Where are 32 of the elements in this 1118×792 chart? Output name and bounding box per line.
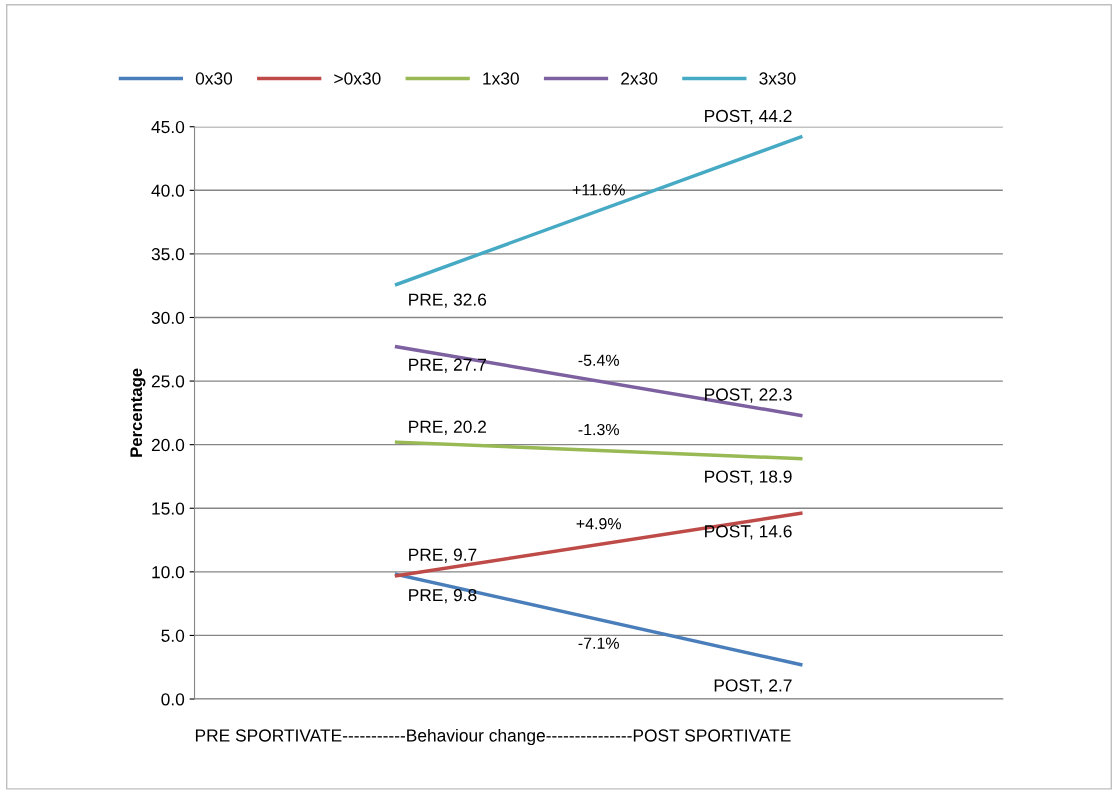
data-label: PRE, 9.7 (409, 548, 477, 563)
annotation: -5.4% (578, 354, 619, 366)
y-tick-label: 10.0 (152, 566, 185, 579)
y-tick-label: 35.0 (151, 248, 185, 261)
data-label: PRE, 9.8 (409, 588, 477, 604)
y-tick-label: 0.0 (161, 693, 185, 706)
x-axis-title: PRE SPORTIVATE-----------Behaviour change---------------POST SPORTIVATE (195, 728, 791, 746)
y-tick-label: 5.0 (161, 629, 185, 642)
data-label: POST, 14.6 (705, 525, 792, 540)
data-label: PRE, 27.7 (409, 358, 486, 373)
legend-label: 2x30 (621, 72, 658, 85)
y-tick-label: 15.0 (152, 502, 185, 515)
legend-label: >0x30 (334, 72, 381, 85)
data-label: POST, 18.9 (705, 470, 792, 485)
data-label: PRE, 32.6 (409, 293, 487, 308)
data-label: PRE, 20.2 (409, 420, 486, 435)
y-tick-label: 45.0 (151, 120, 185, 134)
y-axis-title: Percentage (130, 368, 146, 457)
data-label: POST, 2.7 (714, 679, 792, 694)
data-label: POST, 22.3 (705, 388, 792, 403)
annotation: -7.1% (578, 637, 619, 649)
y-tick-label: 30.0 (151, 311, 185, 324)
data-label: POST, 44.2 (705, 109, 792, 125)
annotation: +11.6% (572, 184, 625, 196)
y-tick-label: 20.0 (151, 438, 185, 452)
annotation: +4.9% (576, 518, 621, 530)
legend-label: 1x30 (483, 72, 519, 85)
y-tick-label: 25.0 (151, 375, 185, 388)
legend-label: 3x30 (759, 72, 796, 85)
y-tick-label: 40.0 (151, 184, 185, 197)
legend-label: 0x30 (195, 72, 233, 85)
annotation: -1.3% (578, 423, 619, 436)
